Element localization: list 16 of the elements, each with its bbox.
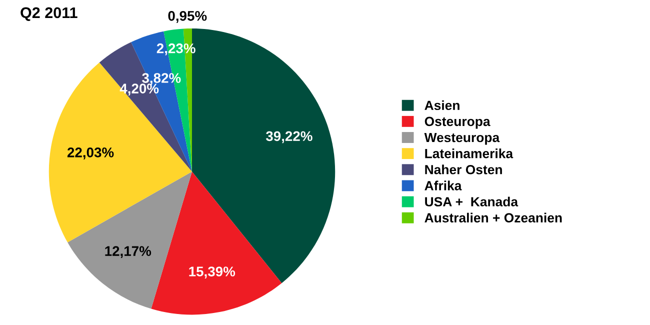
data-label: 12,17% [105, 246, 152, 258]
legend-label: Australien + Ozeanien [424, 212, 562, 222]
data-label: 15,39% [189, 266, 236, 278]
legend-label: Osteuropa [424, 116, 490, 129]
data-label: 3,82% [142, 73, 181, 85]
legend-label: Naher Osten [425, 164, 502, 174]
data-label: 2,23% [156, 43, 196, 56]
legend-label: Asien [424, 100, 460, 110]
legend-label: USA + Kanada [425, 196, 518, 206]
data-label: 22,03% [67, 148, 114, 160]
data-label: 39,22% [266, 131, 312, 144]
legend-label: Lateinamerika [425, 148, 514, 158]
legend-label: Afrika [424, 180, 462, 190]
data-label: 0,95% [168, 10, 207, 23]
legend-label: Westeuropa [424, 132, 500, 145]
chart-title: Q2 2011 [20, 7, 78, 21]
